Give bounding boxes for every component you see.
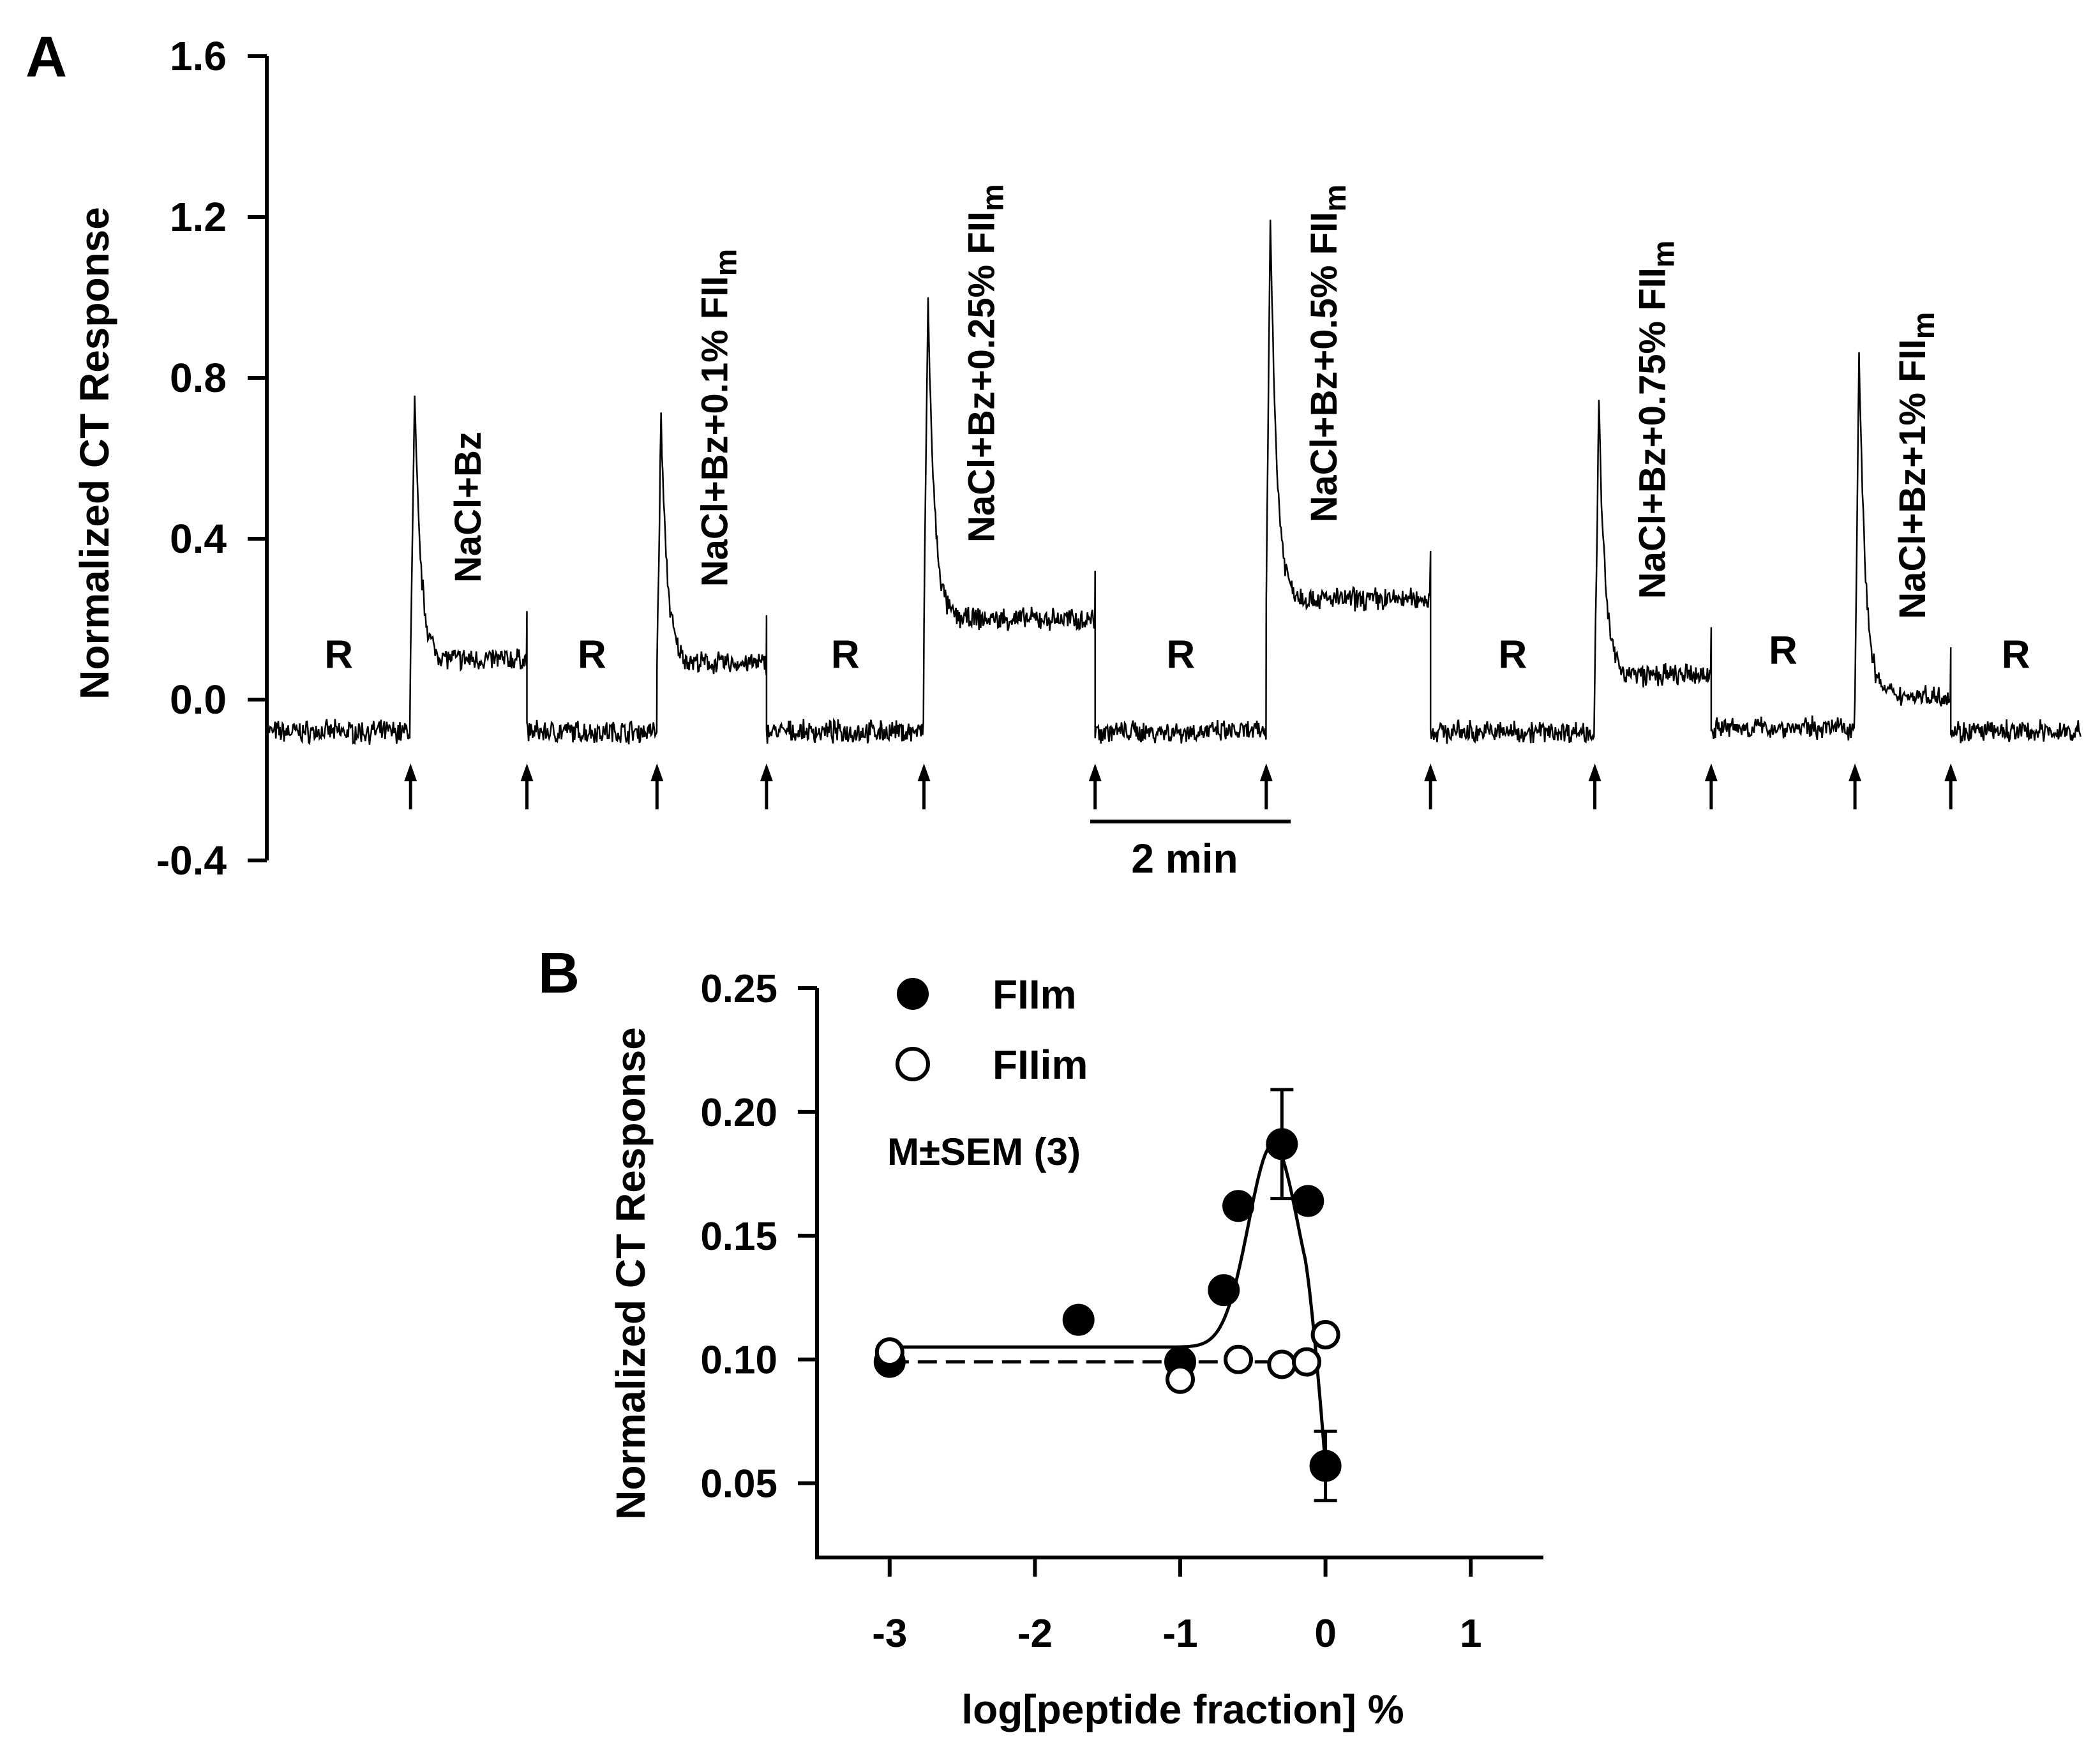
data-point-fiim bbox=[1062, 1303, 1095, 1336]
x-tick-label: -1 bbox=[1162, 1612, 1197, 1656]
stimulus-label: NaCl+Bz+0.25% FIIm bbox=[961, 184, 1010, 543]
stimulus-arrow bbox=[404, 763, 417, 809]
stimulus-arrow bbox=[1259, 763, 1273, 809]
rinse-label: R bbox=[578, 633, 606, 677]
y-tick-label: 0.0 bbox=[170, 677, 227, 723]
data-point-fiim bbox=[1309, 1450, 1342, 1482]
y-tick-label: 0.15 bbox=[700, 1215, 777, 1259]
panel-b-ylabel: Normalized CT Response bbox=[608, 1027, 654, 1520]
legend-marker-fiiim bbox=[896, 1047, 930, 1081]
legend-label-fiim: FIIm bbox=[993, 972, 1077, 1017]
y-tick-label: 0.4 bbox=[170, 516, 227, 562]
y-tick-label: 1.2 bbox=[170, 194, 227, 240]
y-tick-label: 0.25 bbox=[700, 967, 777, 1011]
x-tick-label: -2 bbox=[1017, 1612, 1053, 1656]
data-point-fiiim bbox=[1267, 1349, 1297, 1379]
fit-curve-fiim bbox=[889, 1142, 1328, 1466]
y-tick-label: -0.4 bbox=[156, 837, 227, 883]
x-tick-label: 0 bbox=[1314, 1612, 1336, 1656]
stimulus-arrow bbox=[1424, 763, 1437, 809]
y-tick-label: 0.10 bbox=[700, 1339, 777, 1383]
stimulus-label: NaCl+Bz+0.1% FIIm bbox=[694, 249, 743, 587]
y-tick-label: 0.05 bbox=[700, 1462, 777, 1506]
rinse-label: R bbox=[831, 633, 860, 677]
stimulus-arrow bbox=[520, 763, 534, 809]
rinse-label: R bbox=[324, 633, 353, 677]
stimulus-label: NaCl+Bz+0.5% FIIm bbox=[1303, 184, 1353, 522]
panel-b-label: B bbox=[538, 942, 580, 1005]
scale-bar-label: 2 min bbox=[1131, 836, 1238, 882]
panel-a: A Normalized CT Response -0.4 0.0 0.4 0.8 1.… bbox=[26, 26, 2081, 883]
data-point-fiiim bbox=[1292, 1347, 1322, 1377]
y-tick-label: 0.20 bbox=[700, 1091, 777, 1135]
data-point-fiiim bbox=[1166, 1364, 1195, 1394]
legend-label-fiiim: FIIim bbox=[993, 1042, 1088, 1088]
stimulus-label: NaCl+Bz+1% FIIm bbox=[1892, 312, 1941, 619]
rinse-label: R bbox=[2002, 633, 2030, 677]
panel-b-data-points bbox=[873, 1128, 1342, 1482]
stimulus-label: NaCl+Bz bbox=[447, 431, 489, 583]
panel-a-ylabel: Normalized CT Response bbox=[71, 207, 117, 700]
panel-a-y-ticks: -0.4 0.0 0.4 0.8 1.2 1.6 bbox=[156, 33, 267, 883]
stimulus-arrow bbox=[1588, 763, 1601, 809]
panel-a-segment-labels: R NaCl+Bz R NaCl+Bz+0.1% FIIm R NaCl+Bz+0.25%… bbox=[324, 184, 2030, 677]
panel-b-x-ticks: -3 -2 -1 0 1 bbox=[872, 1557, 1481, 1656]
stimulus-arrow bbox=[1944, 763, 1958, 809]
stimulus-arrow bbox=[917, 763, 931, 809]
stimulus-arrow bbox=[650, 763, 664, 809]
panel-b-xlabel: log[peptide fraction] % bbox=[961, 1686, 1404, 1732]
stimulus-arrow bbox=[1849, 763, 1862, 809]
data-point-fiiim bbox=[1224, 1344, 1254, 1374]
data-point-fiiim bbox=[874, 1337, 904, 1367]
data-point-fiim bbox=[1292, 1185, 1324, 1217]
panel-a-scale-bar: 2 min bbox=[1090, 820, 1291, 882]
panel-b-y-ticks: 0.05 0.10 0.15 0.20 0.25 bbox=[700, 967, 817, 1506]
y-tick-label: 0.8 bbox=[170, 355, 227, 401]
data-point-fiim bbox=[1266, 1128, 1298, 1160]
x-tick-label: -3 bbox=[872, 1612, 907, 1656]
response-trace bbox=[266, 220, 2081, 746]
rinse-label: R bbox=[1166, 633, 1195, 677]
panel-a-stimulus-arrows bbox=[404, 763, 1958, 809]
rinse-label: R bbox=[1769, 629, 1797, 673]
panel-a-trace bbox=[266, 220, 2081, 746]
rinse-label: R bbox=[1498, 633, 1527, 677]
data-point-fiim bbox=[1208, 1274, 1240, 1307]
panel-a-label: A bbox=[26, 26, 67, 89]
legend-marker-fiim bbox=[897, 978, 929, 1010]
panel-b-fit-curves bbox=[881, 1142, 1328, 1466]
stimulus-label: NaCl+Bz+0.75% FIIm bbox=[1632, 241, 1681, 599]
panel-b-legend: FIIm FIIim bbox=[896, 972, 1088, 1088]
stimulus-arrow bbox=[1704, 763, 1718, 809]
data-point-fiiim bbox=[1310, 1319, 1340, 1349]
panel-b: B Normalized CT Response log[peptide fra… bbox=[538, 942, 1543, 1732]
stimulus-arrow bbox=[760, 763, 773, 809]
y-tick-label: 1.6 bbox=[170, 33, 227, 79]
panel-b-annotation: M±SEM (3) bbox=[887, 1130, 1081, 1173]
stimulus-arrow bbox=[1088, 763, 1102, 809]
x-tick-label: 1 bbox=[1460, 1612, 1481, 1656]
data-point-fiim bbox=[1222, 1190, 1255, 1222]
